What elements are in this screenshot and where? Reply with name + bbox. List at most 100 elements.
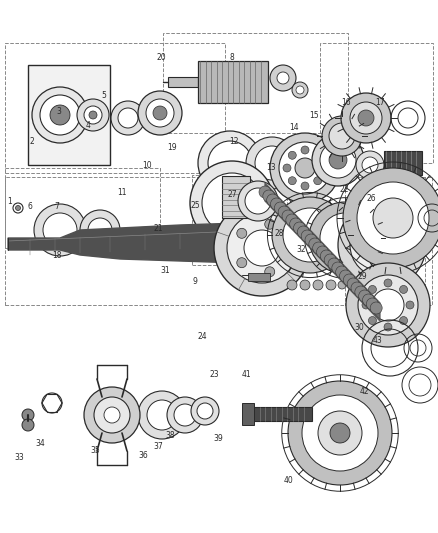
- Circle shape: [138, 391, 186, 439]
- Circle shape: [395, 276, 405, 286]
- Text: 35: 35: [91, 446, 100, 455]
- Circle shape: [111, 101, 145, 135]
- Circle shape: [350, 213, 414, 277]
- Circle shape: [317, 246, 328, 258]
- Circle shape: [399, 317, 407, 325]
- Circle shape: [332, 262, 344, 274]
- Circle shape: [227, 213, 297, 283]
- Circle shape: [370, 302, 382, 314]
- Circle shape: [104, 407, 120, 423]
- Text: 21: 21: [154, 224, 163, 232]
- Circle shape: [301, 146, 309, 154]
- Circle shape: [290, 218, 302, 230]
- Circle shape: [277, 72, 289, 84]
- Circle shape: [366, 298, 378, 310]
- Text: 5: 5: [102, 92, 107, 100]
- Text: 24: 24: [198, 333, 207, 341]
- Circle shape: [394, 228, 408, 241]
- Circle shape: [246, 137, 298, 189]
- Circle shape: [329, 123, 355, 149]
- Circle shape: [286, 214, 298, 226]
- Text: 23: 23: [210, 370, 219, 378]
- Bar: [163, 33, 348, 133]
- Circle shape: [384, 323, 392, 331]
- Circle shape: [279, 142, 331, 194]
- Circle shape: [283, 208, 337, 262]
- Circle shape: [368, 317, 376, 325]
- Text: 40: 40: [283, 477, 293, 485]
- Circle shape: [399, 286, 407, 294]
- Circle shape: [287, 280, 297, 290]
- Circle shape: [288, 381, 392, 485]
- Circle shape: [118, 108, 138, 128]
- Circle shape: [358, 281, 366, 289]
- Circle shape: [343, 168, 438, 268]
- Text: 14: 14: [290, 124, 299, 132]
- Text: 11: 11: [117, 189, 127, 197]
- Circle shape: [313, 280, 323, 290]
- Circle shape: [329, 151, 347, 169]
- Circle shape: [265, 219, 275, 229]
- Circle shape: [50, 105, 70, 125]
- Circle shape: [406, 301, 414, 309]
- Bar: [5, 168, 160, 248]
- Text: 29: 29: [358, 272, 367, 280]
- Circle shape: [77, 99, 109, 131]
- Bar: [28, 65, 110, 165]
- Circle shape: [362, 157, 378, 173]
- Circle shape: [296, 86, 304, 94]
- Circle shape: [309, 238, 321, 250]
- Circle shape: [357, 182, 429, 254]
- Circle shape: [301, 182, 309, 190]
- Text: 30: 30: [354, 324, 364, 332]
- Circle shape: [314, 177, 322, 185]
- Circle shape: [270, 133, 340, 203]
- Text: 42: 42: [360, 387, 369, 396]
- Circle shape: [305, 234, 317, 246]
- Circle shape: [84, 106, 102, 124]
- Circle shape: [147, 400, 177, 430]
- Circle shape: [32, 87, 88, 143]
- Text: 34: 34: [35, 439, 45, 448]
- Circle shape: [347, 276, 357, 286]
- Circle shape: [255, 146, 289, 180]
- Circle shape: [370, 233, 394, 257]
- Text: 22: 22: [339, 185, 349, 193]
- Bar: [252, 407, 312, 421]
- Text: 25: 25: [190, 201, 200, 209]
- Circle shape: [272, 197, 348, 273]
- Circle shape: [237, 257, 247, 268]
- Text: 32: 32: [297, 245, 306, 254]
- Bar: [222, 176, 250, 218]
- Circle shape: [320, 213, 370, 263]
- Circle shape: [274, 202, 286, 214]
- Bar: [198, 61, 268, 103]
- Circle shape: [328, 258, 340, 270]
- Circle shape: [282, 210, 294, 222]
- Circle shape: [320, 142, 356, 178]
- Text: 8: 8: [230, 53, 234, 62]
- Circle shape: [363, 294, 374, 306]
- Bar: [320, 43, 433, 163]
- Text: 6: 6: [27, 203, 32, 211]
- Bar: [248, 273, 270, 281]
- Circle shape: [153, 106, 167, 120]
- Circle shape: [356, 151, 384, 179]
- Circle shape: [190, 161, 274, 245]
- Bar: [192, 175, 287, 265]
- Text: 33: 33: [15, 453, 25, 462]
- Circle shape: [214, 200, 310, 296]
- Circle shape: [80, 210, 120, 250]
- Circle shape: [84, 387, 140, 443]
- Circle shape: [371, 276, 381, 286]
- Circle shape: [358, 110, 374, 126]
- Text: 17: 17: [375, 98, 385, 107]
- Text: 15: 15: [310, 111, 319, 120]
- Bar: [242, 403, 254, 425]
- Circle shape: [94, 397, 130, 433]
- Text: 43: 43: [373, 336, 382, 344]
- Circle shape: [238, 181, 278, 221]
- Text: 16: 16: [341, 98, 351, 107]
- Circle shape: [313, 242, 325, 254]
- Text: 9: 9: [192, 277, 198, 286]
